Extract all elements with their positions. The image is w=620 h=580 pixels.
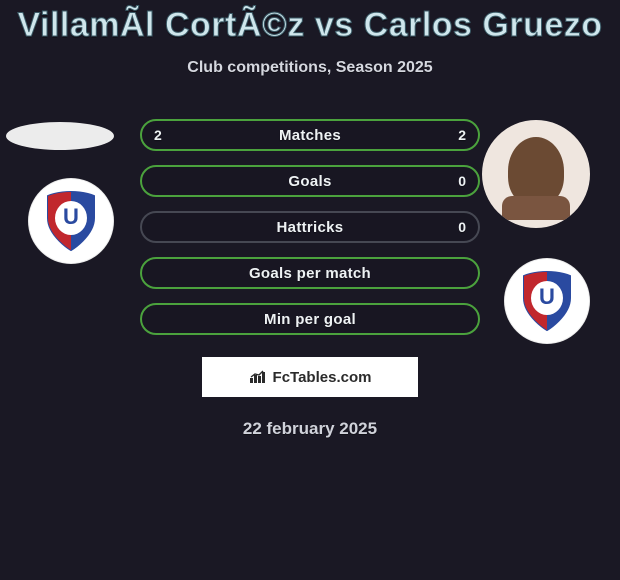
- bar-chart-icon: [249, 370, 267, 384]
- stat-label: Goals: [288, 173, 331, 190]
- brand-text: FcTables.com: [273, 369, 372, 386]
- stat-right-value: 2: [458, 127, 466, 143]
- page-subtitle: Club competitions, Season 2025: [0, 59, 620, 77]
- stat-row-goals-per-match: Goals per match: [140, 257, 480, 289]
- stat-row-hattricks: Hattricks 0: [140, 211, 480, 243]
- badge-letter: U: [539, 284, 555, 310]
- stat-right-value: 0: [458, 173, 466, 189]
- player2-avatar: [482, 120, 590, 228]
- date-label: 22 february 2025: [0, 419, 620, 439]
- brand-box: FcTables.com: [202, 357, 418, 397]
- player2-club-badge: U: [504, 258, 590, 344]
- avatar-head: [508, 137, 564, 205]
- stat-row-matches: 2 Matches 2: [140, 119, 480, 151]
- shield-icon: U: [44, 190, 98, 252]
- stat-left-value: 2: [154, 127, 162, 143]
- avatar-neck: [502, 196, 570, 220]
- stat-label: Goals per match: [249, 265, 371, 282]
- stat-row-goals: Goals 0: [140, 165, 480, 197]
- stat-label: Hattricks: [277, 219, 344, 236]
- badge-letter: U: [63, 204, 79, 230]
- stat-right-value: 0: [458, 219, 466, 235]
- infographic-container: VillamÃ­l CortÃ©z vs Carlos Gruezo Club …: [0, 0, 620, 580]
- player1-club-badge: U: [28, 178, 114, 264]
- stat-label: Matches: [279, 127, 341, 144]
- player1-avatar: [6, 122, 114, 150]
- stat-row-min-per-goal: Min per goal: [140, 303, 480, 335]
- stat-label: Min per goal: [264, 311, 356, 328]
- page-title: VillamÃ­l CortÃ©z vs Carlos Gruezo: [0, 6, 620, 45]
- shield-icon: U: [520, 270, 574, 332]
